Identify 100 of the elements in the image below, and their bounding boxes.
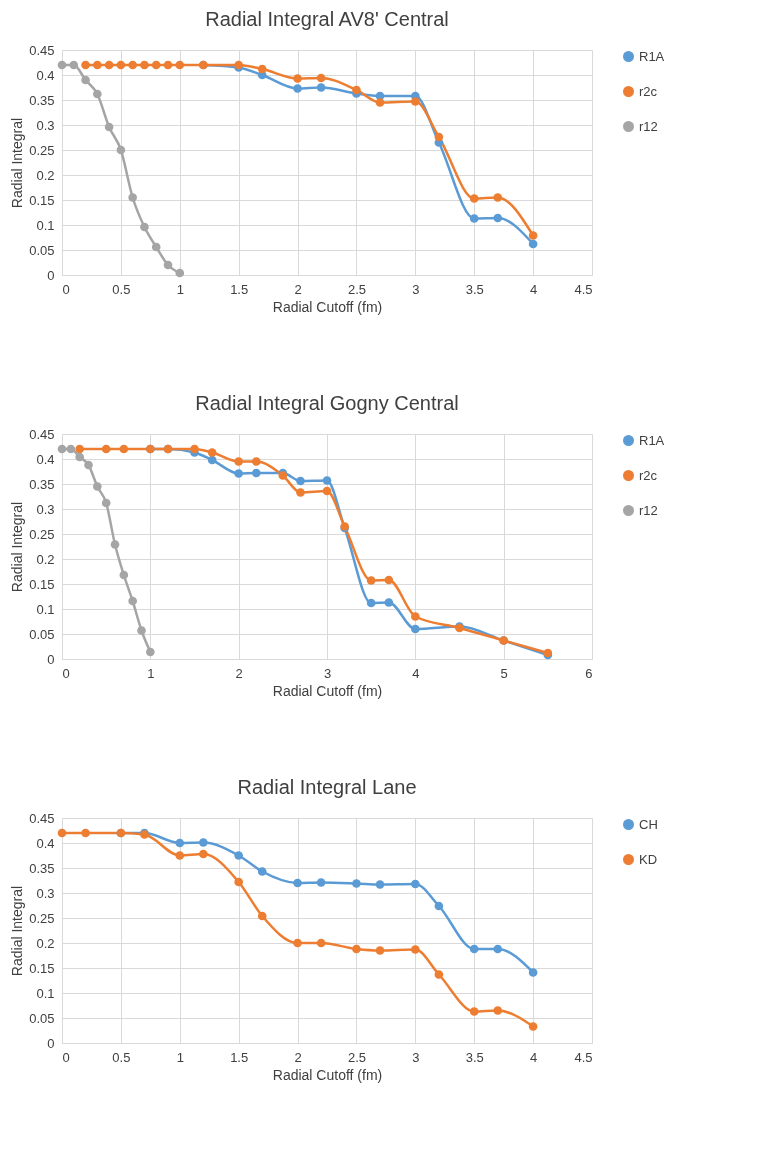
point	[375, 946, 385, 955]
point	[366, 576, 376, 585]
y-tick-label: 0.4	[36, 67, 55, 83]
y-tick-label: 0.2	[36, 935, 55, 951]
y-tick-label: 0.4	[36, 835, 55, 851]
point	[293, 74, 302, 83]
y-tick-label: 0	[47, 651, 55, 667]
x-tick-label: 2	[294, 1049, 302, 1065]
point	[140, 60, 149, 70]
y-tick-label: 0.3	[36, 117, 55, 133]
point	[234, 457, 243, 466]
point	[175, 851, 185, 860]
point	[493, 213, 503, 223]
x-tick-label: 0.5	[112, 281, 131, 297]
y-tick-label: 0.15	[29, 960, 55, 976]
point	[110, 540, 120, 549]
point	[101, 498, 111, 508]
point	[252, 457, 261, 466]
point	[411, 624, 420, 634]
x-tick-label: 2.5	[347, 1049, 366, 1065]
y-axis-title: Radial Integral	[9, 501, 26, 593]
point	[137, 626, 146, 635]
point	[207, 448, 217, 457]
point	[528, 231, 538, 240]
point	[411, 97, 420, 106]
x-tick-label: 3	[412, 1049, 420, 1065]
point	[93, 89, 102, 99]
x-tick-label: 0	[62, 665, 70, 681]
point	[528, 1022, 538, 1031]
point	[316, 938, 326, 948]
x-tick-label: 0	[62, 281, 70, 297]
x-tick-label: 0.5	[112, 1049, 131, 1065]
point	[411, 612, 420, 621]
legend-label: r2c	[639, 83, 658, 99]
point	[293, 938, 302, 948]
y-axis-title: Radial Integral	[9, 885, 26, 977]
point	[352, 85, 361, 95]
point	[81, 828, 90, 838]
point	[199, 838, 208, 847]
x-tick-label: 2.5	[347, 281, 366, 297]
y-tick-label: 0.35	[29, 476, 55, 492]
y-tick-label: 0	[47, 1035, 55, 1051]
point	[316, 83, 326, 92]
y-tick-label: 0.35	[29, 92, 55, 108]
chart-title: Radial Integral Gogny Central	[195, 392, 459, 414]
point	[93, 60, 102, 70]
point	[234, 877, 243, 887]
point	[296, 488, 305, 497]
point	[411, 945, 420, 954]
point	[93, 482, 102, 491]
point	[84, 460, 93, 470]
y-tick-label: 0.4	[36, 451, 55, 467]
y-tick-label: 0.15	[29, 192, 55, 208]
point	[101, 444, 111, 454]
point	[119, 444, 129, 454]
legend-label: r2c	[639, 467, 658, 483]
legend-label: CH	[639, 816, 658, 832]
point	[257, 867, 267, 876]
point	[316, 73, 326, 83]
point	[128, 193, 137, 202]
point	[528, 968, 538, 977]
x-tick-label: 2	[294, 281, 302, 297]
point	[252, 468, 261, 478]
point	[493, 944, 503, 954]
x-tick-label: 3	[323, 665, 332, 681]
point	[146, 647, 155, 657]
point	[175, 838, 185, 848]
x-axis-title: Radial Cutoff (fm)	[272, 298, 383, 315]
point	[116, 60, 126, 70]
x-tick-label: 1	[147, 665, 155, 681]
point	[75, 444, 84, 454]
point	[140, 222, 149, 232]
point	[322, 476, 332, 485]
x-tick-label: 4	[529, 281, 538, 297]
x-tick-label: 5	[500, 665, 508, 681]
point	[352, 944, 361, 954]
x-tick-label: 4	[529, 1049, 538, 1065]
point	[434, 132, 444, 142]
chart-title: Radial Integral Lane	[237, 776, 417, 798]
y-tick-label: 0.1	[36, 601, 55, 617]
x-tick-label: 3.5	[465, 1049, 484, 1065]
point	[151, 242, 161, 252]
point	[296, 476, 305, 486]
point	[375, 98, 385, 107]
point	[116, 145, 126, 155]
point	[104, 122, 114, 132]
legend-label: r12	[639, 118, 658, 134]
y-tick-label: 0.25	[29, 142, 55, 158]
point	[528, 239, 538, 249]
y-tick-label: 0.3	[36, 885, 55, 901]
legend-label: R1A	[639, 432, 665, 448]
point	[190, 444, 199, 454]
point	[293, 878, 302, 888]
x-tick-label: 1.5	[230, 1049, 249, 1065]
y-tick-label: 0.45	[29, 810, 55, 826]
point	[316, 878, 326, 887]
point	[469, 214, 479, 223]
point	[66, 444, 76, 454]
point	[119, 570, 129, 580]
y-tick-label: 0	[47, 267, 55, 283]
